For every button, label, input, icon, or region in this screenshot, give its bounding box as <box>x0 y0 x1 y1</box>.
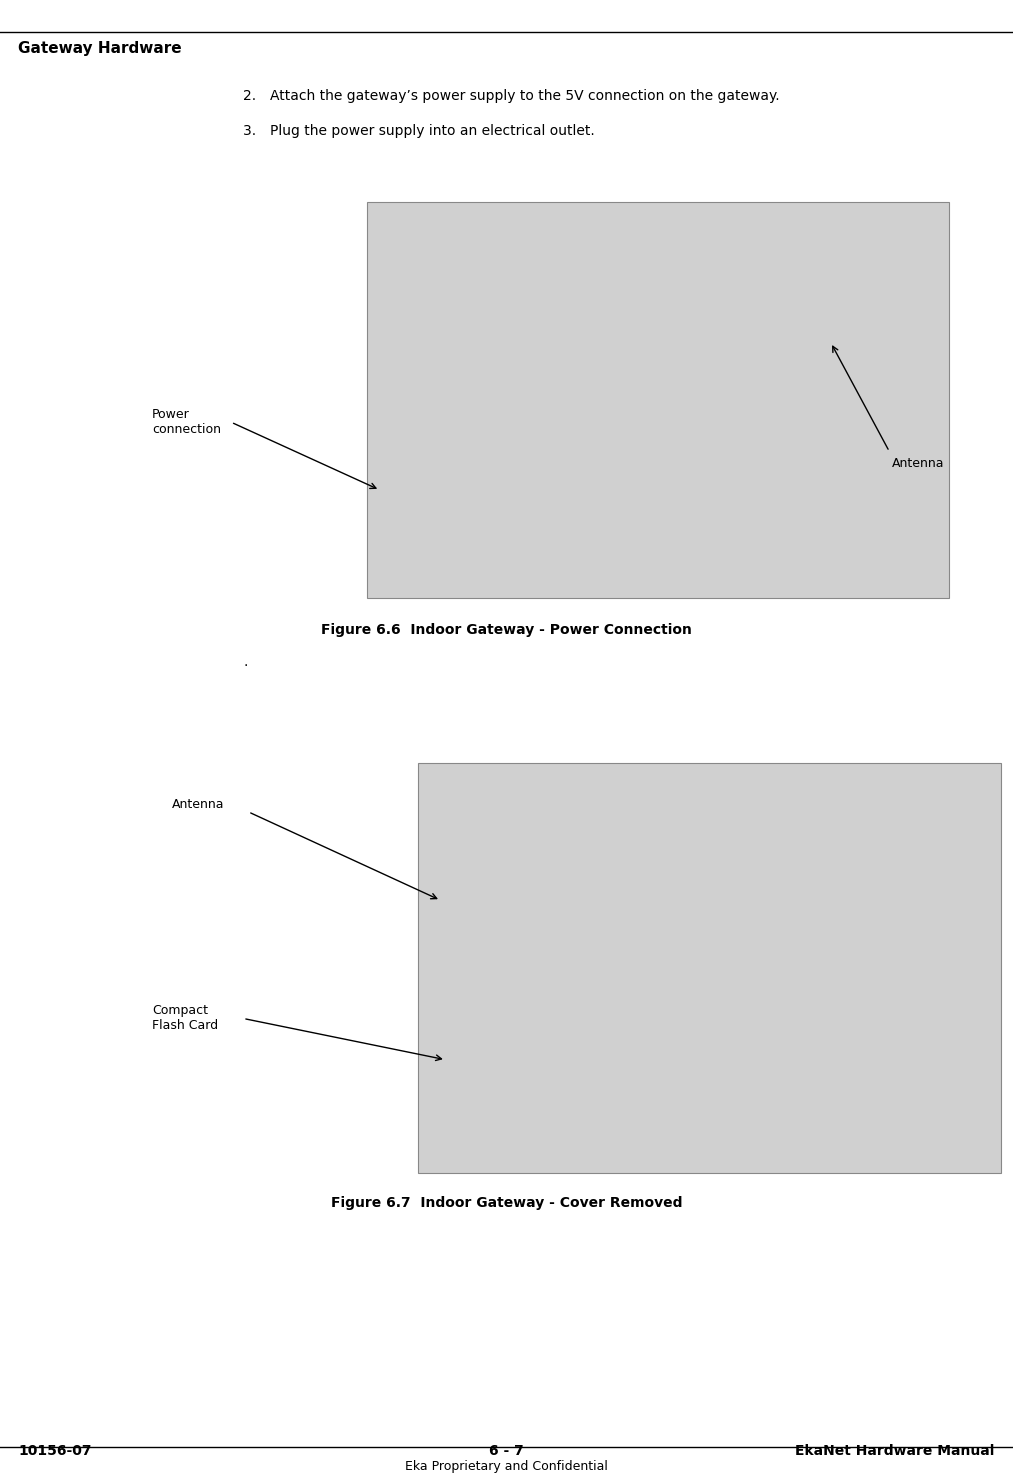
Text: 6 - 7: 6 - 7 <box>489 1444 524 1458</box>
Text: Power
connection: Power connection <box>152 409 221 435</box>
Text: Antenna: Antenna <box>891 458 944 469</box>
Text: 3. Plug the power supply into an electrical outlet.: 3. Plug the power supply into an electri… <box>243 124 595 137</box>
Text: Figure 6.6  Indoor Gateway - Power Connection: Figure 6.6 Indoor Gateway - Power Connec… <box>321 623 692 636</box>
Text: Eka Proprietary and Confidential: Eka Proprietary and Confidential <box>405 1460 608 1473</box>
Bar <box>418 763 1001 1173</box>
Bar <box>367 202 949 598</box>
Text: Gateway Hardware: Gateway Hardware <box>18 41 182 56</box>
Text: EkaNet Hardware Manual: EkaNet Hardware Manual <box>795 1444 995 1458</box>
Text: 2. Attach the gateway’s power supply to the 5V connection on the gateway.: 2. Attach the gateway’s power supply to … <box>243 89 780 102</box>
Text: .: . <box>243 655 247 669</box>
Text: Figure 6.7  Indoor Gateway - Cover Removed: Figure 6.7 Indoor Gateway - Cover Remove… <box>331 1196 682 1209</box>
Text: 10156-07: 10156-07 <box>18 1444 92 1458</box>
Text: Antenna: Antenna <box>172 799 225 810</box>
Text: Compact
Flash Card: Compact Flash Card <box>152 1005 218 1032</box>
